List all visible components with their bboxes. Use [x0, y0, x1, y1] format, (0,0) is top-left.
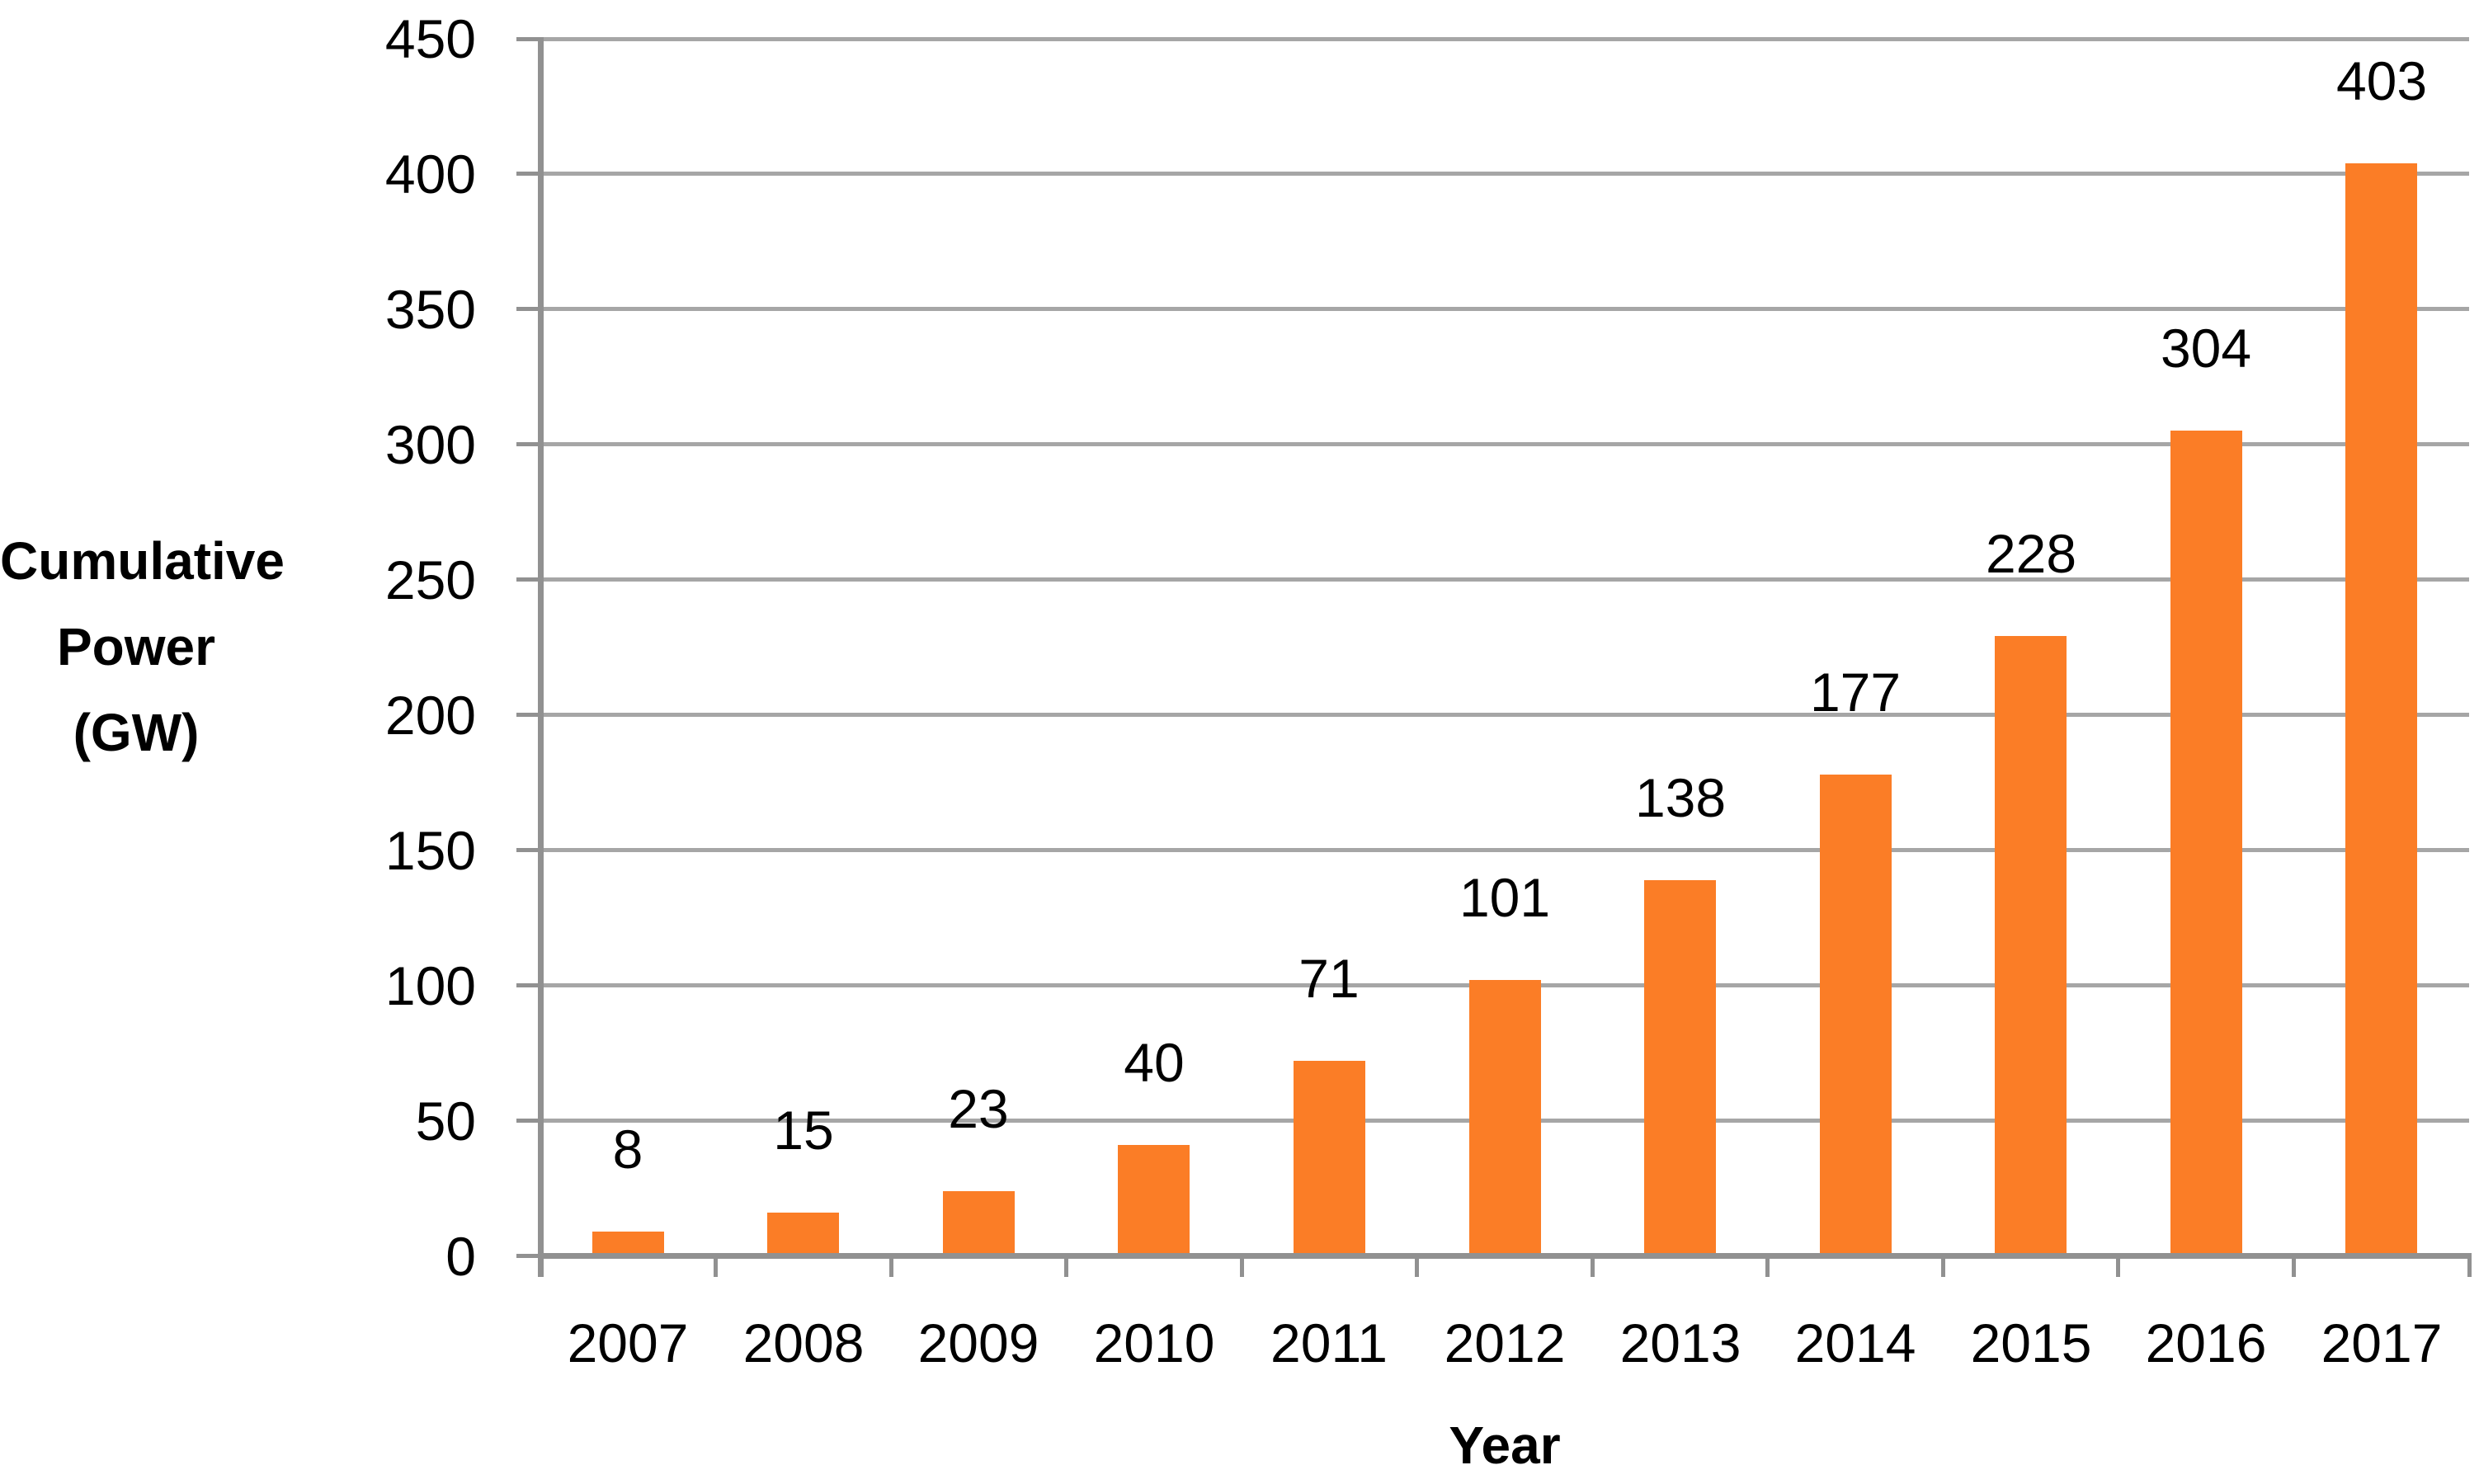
bar-value-label: 71 — [1298, 948, 1360, 1009]
bar — [1644, 880, 1716, 1253]
y-gridline — [544, 848, 2469, 853]
bar-value-label: 403 — [2335, 50, 2428, 111]
y-gridline — [544, 577, 2469, 582]
bar — [2170, 431, 2242, 1253]
x-tick-label: 2015 — [1970, 1312, 2092, 1373]
y-tick-label: 300 — [384, 413, 476, 475]
bar-value-label: 138 — [1634, 767, 1727, 828]
y-tick-label: 200 — [384, 684, 476, 746]
bar-value-label: 177 — [1809, 662, 1902, 723]
y-tick-mark — [516, 172, 538, 177]
y-tick-mark — [516, 713, 538, 718]
x-tick-label: 2012 — [1444, 1312, 1566, 1373]
bar — [1294, 1061, 1365, 1253]
x-tick-label: 2008 — [742, 1312, 865, 1373]
y-axis-title: Cumulative Power (GW) — [0, 518, 285, 775]
y-gridline — [544, 36, 2469, 41]
x-tick-mark — [1415, 1253, 1420, 1277]
x-tick-label: 2009 — [917, 1312, 1039, 1373]
y-gridline — [544, 307, 2469, 312]
y-tick-mark — [516, 577, 538, 582]
y-axis-title-line-2: Power — [56, 617, 216, 676]
x-tick-mark — [2116, 1253, 2121, 1277]
y-tick-label: 100 — [384, 954, 476, 1016]
y-tick-mark — [516, 1254, 538, 1258]
x-tick-label: 2017 — [2321, 1312, 2443, 1373]
y-tick-label: 350 — [384, 278, 476, 340]
y-tick-label: 400 — [384, 143, 476, 205]
x-tick-mark — [1064, 1253, 1069, 1277]
x-axis-title: Year — [1449, 1416, 1561, 1475]
bar-value-label: 228 — [1985, 523, 2077, 584]
x-tick-label: 2014 — [1794, 1312, 1916, 1373]
x-tick-label: 2016 — [2145, 1312, 2267, 1373]
bar-value-label: 101 — [1459, 867, 1551, 928]
x-axis-line — [538, 1253, 2469, 1259]
y-tick-label: 0 — [445, 1225, 476, 1287]
bar — [767, 1213, 839, 1253]
bar-value-label: 8 — [612, 1119, 643, 1180]
y-tick-label: 50 — [415, 1090, 476, 1152]
x-tick-mark — [1765, 1253, 1770, 1277]
y-gridline — [544, 713, 2469, 718]
x-tick-mark — [1940, 1253, 1945, 1277]
y-gridline — [544, 172, 2469, 177]
x-tick-label: 2007 — [567, 1312, 689, 1373]
y-tick-label: 450 — [384, 8, 476, 69]
x-tick-label: 2013 — [1619, 1312, 1741, 1373]
y-tick-mark — [516, 36, 538, 41]
bar — [943, 1191, 1015, 1253]
y-tick-mark — [516, 1119, 538, 1124]
y-tick-mark — [516, 848, 538, 853]
y-tick-label: 250 — [384, 549, 476, 610]
x-tick-mark — [888, 1253, 893, 1277]
y-axis-title-line-3: (GW) — [73, 703, 200, 762]
y-gridline — [544, 442, 2469, 447]
x-tick-mark — [1590, 1253, 1595, 1277]
bar — [1118, 1145, 1190, 1253]
x-tick-mark — [538, 1253, 543, 1277]
bar — [1469, 980, 1541, 1253]
y-axis-title-line-1: Cumulative — [0, 531, 285, 591]
x-tick-label: 2010 — [1093, 1312, 1215, 1373]
bar-value-label: 23 — [948, 1078, 1009, 1139]
y-axis-line — [538, 37, 544, 1277]
bar — [592, 1232, 664, 1253]
bar-value-label: 15 — [773, 1100, 834, 1161]
x-tick-mark — [2291, 1253, 2296, 1277]
y-tick-label: 150 — [384, 819, 476, 881]
y-tick-mark — [516, 442, 538, 447]
x-tick-mark — [2467, 1253, 2472, 1277]
bar — [1995, 636, 2067, 1253]
bar-value-label: 40 — [1124, 1032, 1185, 1093]
x-tick-label: 2011 — [1270, 1312, 1388, 1373]
x-tick-mark — [1239, 1253, 1244, 1277]
y-tick-mark — [516, 307, 538, 312]
bar — [2345, 163, 2417, 1253]
bar-value-label: 304 — [2160, 318, 2252, 379]
bar — [1820, 775, 1892, 1253]
x-tick-mark — [714, 1253, 719, 1277]
y-tick-mark — [516, 983, 538, 988]
